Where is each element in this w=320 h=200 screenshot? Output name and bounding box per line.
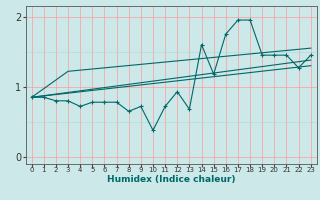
- X-axis label: Humidex (Indice chaleur): Humidex (Indice chaleur): [107, 175, 236, 184]
